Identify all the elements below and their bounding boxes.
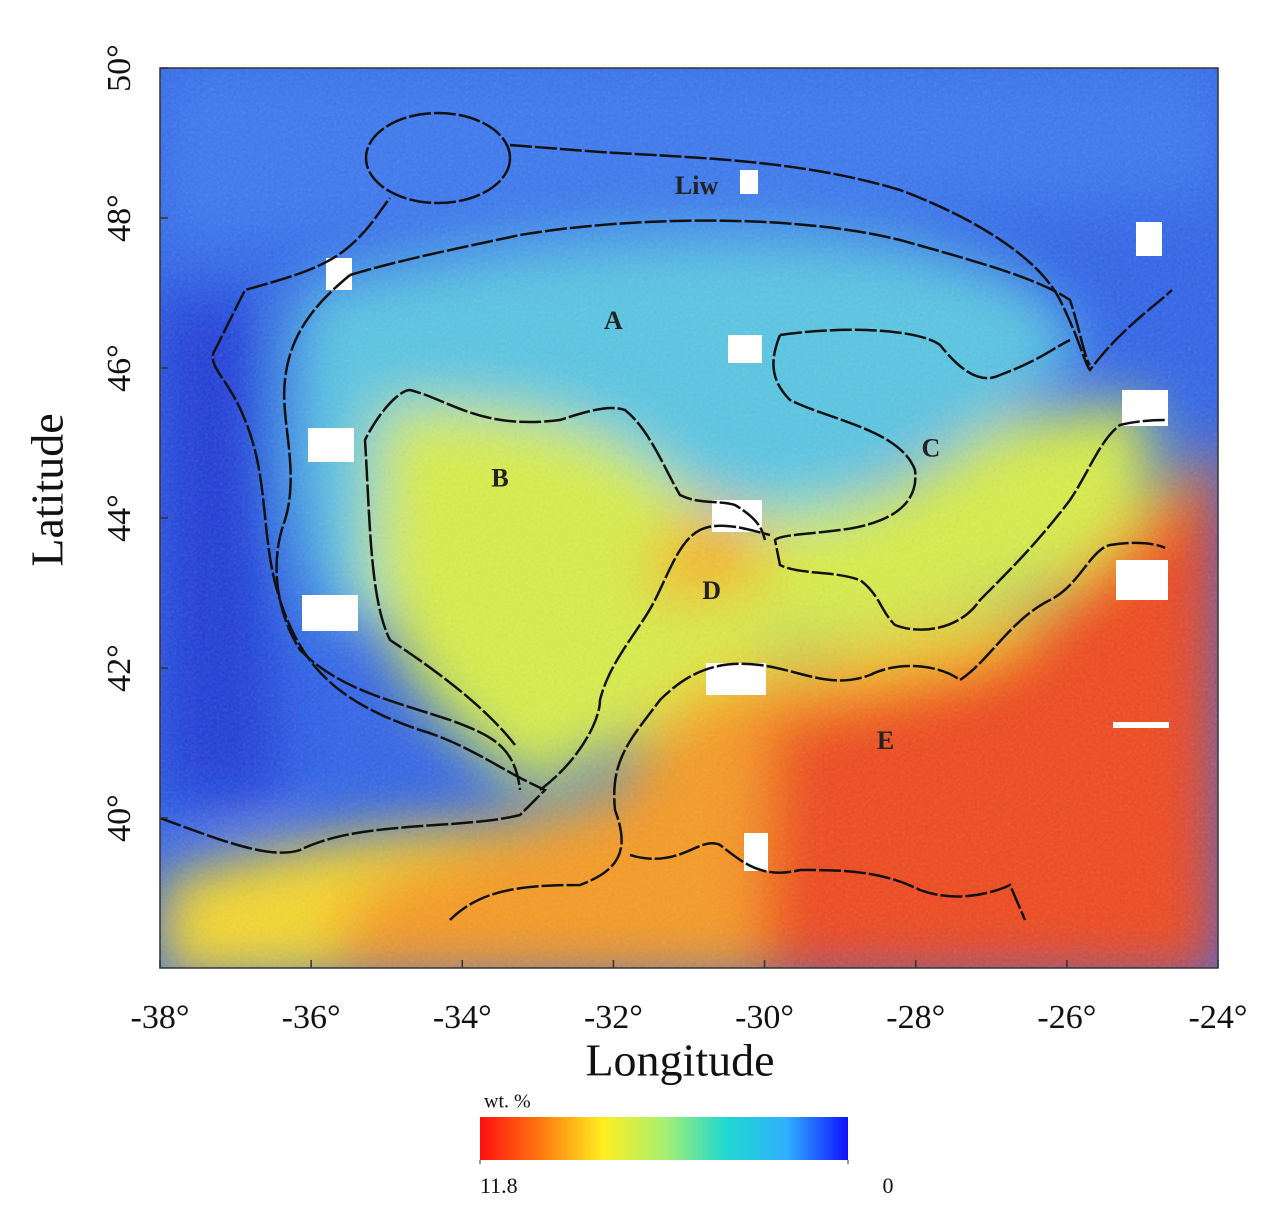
y-tick-label: 48° [101, 194, 138, 242]
x-tick-label: -32° [584, 999, 643, 1036]
colorbar [480, 1117, 848, 1160]
colorbar-tick-label: 11.8 [480, 1173, 518, 1198]
y-tick-label: 44° [101, 494, 138, 542]
region-label: Liw [675, 171, 719, 200]
x-tick-label: -34° [433, 999, 492, 1036]
colorbar-label: wt. % [484, 1091, 531, 1113]
x-tick-label: -38° [131, 999, 190, 1036]
y-tick-label: 40° [101, 794, 138, 842]
y-tick-label: 50° [101, 44, 138, 92]
y-tick-label: 42° [101, 644, 138, 692]
x-tick-label: -28° [886, 999, 945, 1036]
map-image [160, 68, 1218, 968]
colorbar-tick-label: 0 [883, 1173, 894, 1198]
unit-boundaries [160, 111, 1173, 921]
region-label: C [921, 433, 940, 462]
region-label: A [604, 306, 623, 335]
region-label: B [491, 463, 508, 492]
region-label: D [702, 576, 721, 605]
x-tick-label: -36° [282, 999, 341, 1036]
x-tick-label: -26° [1037, 999, 1096, 1036]
x-axis-title: Longitude [585, 1035, 774, 1086]
x-tick-label: -30° [735, 999, 794, 1036]
y-tick-label: 46° [101, 344, 138, 392]
region-label: E [877, 726, 894, 755]
x-tick-label: -24° [1189, 999, 1248, 1036]
y-axis-title: Latitude [22, 413, 73, 566]
